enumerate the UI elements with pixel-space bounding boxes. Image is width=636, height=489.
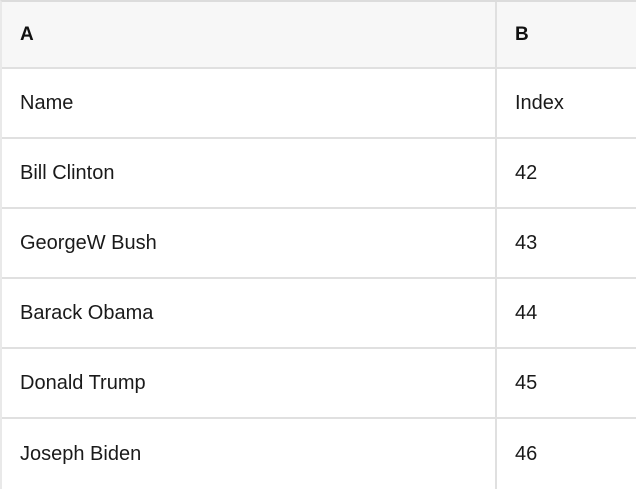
column-header-b[interactable]: B: [515, 23, 529, 45]
table-cell-name[interactable]: Barack Obama: [2, 279, 497, 347]
table-cell-name[interactable]: Bill Clinton: [2, 139, 497, 207]
table-row: Bill Clinton 42: [2, 139, 636, 209]
table-cell-name[interactable]: GeorgeW Bush: [2, 209, 497, 277]
table-cell-name[interactable]: Donald Trump: [2, 349, 497, 417]
table-cell-index[interactable]: 44: [515, 301, 538, 324]
table-cell-index[interactable]: 42: [515, 161, 538, 184]
table-cell-index[interactable]: 43: [515, 231, 538, 254]
table-row: GeorgeW Bush 43: [2, 209, 636, 279]
table-cell-index[interactable]: 46: [515, 442, 538, 465]
table-cell-name-header[interactable]: Name: [2, 69, 497, 137]
column-header-row: A B: [2, 2, 636, 69]
table-cell-index-header[interactable]: Index: [515, 91, 564, 114]
table-row: Joseph Biden 46: [2, 419, 636, 489]
table-cell-index[interactable]: 45: [515, 371, 538, 394]
table-row: Barack Obama 44: [2, 279, 636, 349]
column-header-a[interactable]: A: [2, 2, 497, 67]
table-row: Donald Trump 45: [2, 349, 636, 419]
table-row: Name Index: [2, 69, 636, 139]
table-cell-name[interactable]: Joseph Biden: [2, 419, 497, 489]
